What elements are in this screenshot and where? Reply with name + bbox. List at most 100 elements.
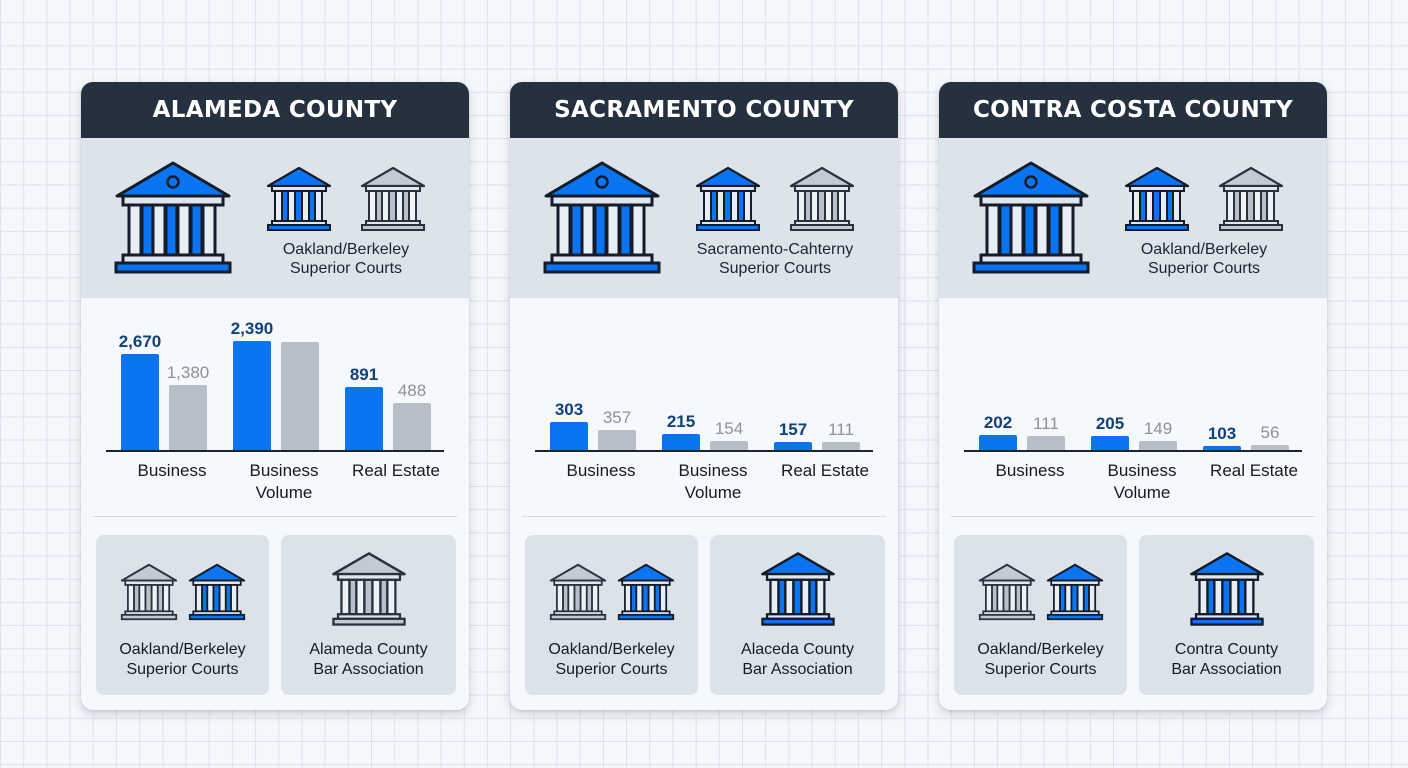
bar-value-label: 2,390	[230, 319, 274, 338]
bar-value-label: 2,670	[118, 332, 162, 351]
courthouse-blue-icon	[1045, 563, 1105, 621]
chart-baseline	[535, 450, 873, 452]
bar-comparison	[393, 403, 431, 450]
bar-comparison	[1139, 441, 1177, 450]
courthouse-blue-icon	[1123, 166, 1191, 232]
bar-comparison	[598, 430, 636, 450]
hero-caption-line1: Sacramento-Cahterny	[696, 241, 854, 258]
info-panel-bar-association: Alaceda County Bar Association	[710, 535, 885, 695]
bar-group: 891 488	[345, 298, 457, 452]
panel-caption-line2: Superior Courts	[126, 661, 239, 678]
category-label-line1: Real Estate	[781, 461, 869, 480]
info-panel-bar-association: Contra County Bar Association	[1139, 535, 1314, 695]
card-hero: Oakland/Berkeley Superior Courts	[939, 138, 1327, 298]
bar-primary	[233, 341, 271, 450]
bar-primary	[1203, 446, 1241, 450]
bar-primary	[121, 354, 159, 450]
panel-icon-group	[525, 563, 698, 621]
bar-comparison	[710, 441, 748, 450]
courthouse-large-icon	[971, 160, 1091, 275]
bar-value-label: 103	[1207, 424, 1237, 443]
section-divider	[93, 516, 457, 517]
category-label: Business Volume	[214, 460, 354, 504]
courthouse-large-icon	[542, 160, 662, 275]
category-label: Business Volume	[643, 460, 783, 504]
bar-value-label: 488	[397, 381, 427, 400]
hero-caption-line1: Oakland/Berkeley	[282, 241, 410, 258]
category-label-line1: Business	[566, 461, 636, 480]
bar-value-label: 56	[1260, 423, 1280, 442]
panel-caption: Alameda County Bar Association	[281, 640, 456, 680]
info-panel-courts: Oakland/Berkeley Superior Courts	[525, 535, 698, 695]
bar-group: 303 357	[550, 298, 662, 452]
category-label: Business	[531, 460, 671, 482]
bar-primary	[345, 387, 383, 450]
courthouse-gray-icon	[1217, 166, 1285, 232]
panel-caption-line1: Oakland/Berkeley	[977, 641, 1104, 658]
section-divider	[951, 516, 1315, 517]
panel-caption-line1: Oakland/Berkeley	[548, 641, 675, 658]
card-title: SACRAMENTO COUNTY	[510, 82, 898, 138]
bar-value-label: 111	[828, 420, 854, 439]
card-hero: Sacramento-Cahterny Superior Courts	[510, 138, 898, 298]
category-label-line1: Business	[995, 461, 1065, 480]
category-label: Business Volume	[1072, 460, 1212, 504]
panel-icon-group	[710, 551, 885, 627]
panel-caption-line1: Alameda County	[309, 641, 428, 658]
bar-primary	[550, 422, 588, 450]
hero-caption-line1: Oakland/Berkeley	[1140, 241, 1268, 258]
bar-group: 215 154	[662, 298, 774, 452]
bar-primary	[1091, 436, 1129, 450]
bar-value-label: 303	[554, 400, 584, 419]
category-label-line2: Volume	[684, 483, 742, 502]
panel-caption-line2: Bar Association	[1171, 661, 1282, 678]
panel-caption-line2: Bar Association	[313, 661, 424, 678]
bar-value-label: 205	[1095, 414, 1125, 433]
chart-baseline	[964, 450, 1302, 452]
courthouse-gray-icon	[548, 563, 608, 621]
panel-caption: Alaceda County Bar Association	[710, 640, 885, 680]
panel-icon-group	[281, 551, 456, 627]
panel-caption: Contra County Bar Association	[1139, 640, 1314, 680]
bar-value-label: 111	[1033, 414, 1059, 433]
bar-group: 2,390	[231, 298, 345, 452]
courthouse-blue-icon	[616, 563, 676, 621]
card-title: ALAMEDA COUNTY	[81, 82, 469, 138]
card-hero: Oakland/Berkeley Superior Courts	[81, 138, 469, 298]
bar-comparison	[1027, 436, 1065, 450]
courthouse-blue-icon	[759, 551, 837, 627]
hero-caption-line2: Superior Courts	[1147, 260, 1261, 277]
courthouse-large-icon	[113, 160, 233, 275]
category-label-line2: Volume	[255, 483, 313, 502]
hero-caption: Oakland/Berkeley Superior Courts	[1099, 240, 1309, 278]
county-card-0: ALAMEDA COUNTY Oakland/Berkeley Superior…	[81, 82, 469, 710]
bar-value-label: 154	[714, 419, 744, 438]
bar-primary	[662, 434, 700, 450]
panel-caption-line1: Alaceda County	[741, 641, 854, 658]
courthouse-gray-icon	[788, 166, 856, 232]
info-panel-courts: Oakland/Berkeley Superior Courts	[954, 535, 1127, 695]
bar-comparison	[1251, 445, 1289, 450]
category-label: Real Estate	[326, 460, 466, 482]
panel-caption-line2: Superior Courts	[555, 661, 668, 678]
bar-primary	[979, 435, 1017, 450]
bar-value-label: 149	[1143, 419, 1173, 438]
courthouse-blue-icon	[1188, 551, 1266, 627]
bar-comparison	[281, 342, 319, 450]
bar-group: 157 111	[774, 298, 886, 452]
category-label-line1: Business	[137, 461, 207, 480]
courthouse-gray-icon	[330, 551, 408, 627]
hero-icon-group	[694, 166, 856, 232]
category-label-line1: Business	[1107, 461, 1177, 480]
hero-icon-group	[265, 166, 427, 232]
bar-value-label: 202	[983, 413, 1013, 432]
county-card-2: CONTRA COSTA COUNTY Oakland/Berkeley Sup…	[939, 82, 1327, 710]
category-label: Business	[960, 460, 1100, 482]
card-title: CONTRA COSTA COUNTY	[939, 82, 1327, 138]
bar-chart: 2,670 1,380 Business 2,390 Business Volume 891…	[81, 298, 469, 518]
bar-comparison	[169, 385, 207, 450]
courthouse-blue-icon	[694, 166, 762, 232]
panel-caption-line2: Superior Courts	[984, 661, 1097, 678]
category-label-line1: Real Estate	[1210, 461, 1298, 480]
category-label: Business	[102, 460, 242, 482]
